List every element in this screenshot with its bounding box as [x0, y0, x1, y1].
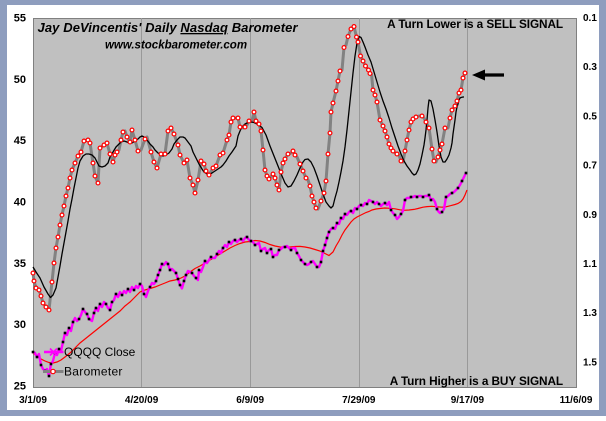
svg-text:QQQQ Close: QQQQ Close — [64, 345, 136, 359]
svg-text:9/17/09: 9/17/09 — [451, 395, 485, 406]
svg-text:www.stockbarometer.com: www.stockbarometer.com — [105, 40, 247, 52]
svg-text:6/9/09: 6/9/09 — [236, 395, 264, 406]
svg-text:0.5: 0.5 — [583, 111, 597, 122]
svg-text:3/1/09: 3/1/09 — [19, 395, 47, 406]
svg-text:50: 50 — [14, 74, 26, 86]
svg-text:A Turn Higher is a BUY SIGNAL: A Turn Higher is a BUY SIGNAL — [390, 374, 563, 388]
svg-text:7/29/09: 7/29/09 — [342, 395, 376, 406]
svg-text:35: 35 — [14, 258, 26, 270]
svg-text:25: 25 — [14, 381, 26, 393]
svg-text:0.7: 0.7 — [583, 161, 597, 172]
svg-text:0.1: 0.1 — [583, 13, 597, 24]
svg-text:0.3: 0.3 — [583, 62, 597, 73]
svg-text:0.9: 0.9 — [583, 210, 597, 221]
svg-text:A Turn Lower is a SELL SIGNAL: A Turn Lower is a SELL SIGNAL — [387, 17, 563, 31]
svg-text:1.5: 1.5 — [583, 357, 597, 368]
svg-text:Barometer: Barometer — [64, 365, 123, 379]
svg-text:55: 55 — [14, 13, 26, 25]
svg-text:30: 30 — [14, 319, 26, 331]
svg-text:4/20/09: 4/20/09 — [125, 395, 159, 406]
svg-text:45: 45 — [14, 135, 26, 147]
svg-text:40: 40 — [14, 197, 26, 209]
svg-text:Jay DeVincentis' Daily Nasdaq: Jay DeVincentis' Daily Nasdaq Barometer — [38, 20, 299, 35]
svg-text:1.3: 1.3 — [583, 308, 597, 319]
svg-text:11/6/09: 11/6/09 — [560, 395, 593, 406]
svg-text:1.1: 1.1 — [583, 259, 597, 270]
